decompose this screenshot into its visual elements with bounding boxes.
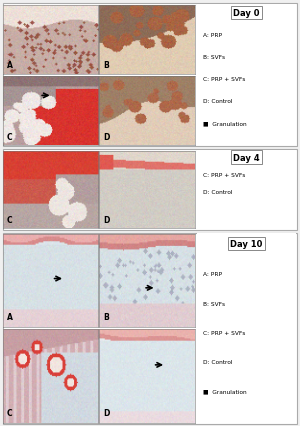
Text: A: PRP: A: PRP <box>203 33 222 38</box>
Text: B: SVFs: B: SVFs <box>203 55 225 60</box>
Text: C: C <box>7 215 12 224</box>
Text: D: Control: D: Control <box>203 360 232 365</box>
Text: D: Control: D: Control <box>203 190 232 195</box>
Text: C: PRP + SVFs: C: PRP + SVFs <box>203 77 245 82</box>
Text: B: SVFs: B: SVFs <box>203 301 225 306</box>
Text: C: PRP + SVFs: C: PRP + SVFs <box>203 173 245 178</box>
Text: A: PRP: A: PRP <box>203 272 222 277</box>
Text: D: D <box>103 408 110 417</box>
Text: C: C <box>7 408 12 417</box>
Text: C: PRP + SVFs: C: PRP + SVFs <box>203 330 245 335</box>
Text: B: B <box>103 61 109 70</box>
Text: D: Control: D: Control <box>203 99 232 104</box>
Text: A: A <box>7 61 13 70</box>
Text: A: A <box>7 313 13 322</box>
Text: Day 4: Day 4 <box>233 153 260 162</box>
Text: B: B <box>103 313 109 322</box>
Text: Day 10: Day 10 <box>230 239 263 248</box>
Text: C: C <box>7 132 12 141</box>
Text: ■  Granulation: ■ Granulation <box>203 121 247 126</box>
Text: D: D <box>103 215 110 224</box>
Text: D: D <box>103 132 110 141</box>
Text: ■  Granulation: ■ Granulation <box>203 389 247 394</box>
Text: Day 0: Day 0 <box>233 9 260 18</box>
